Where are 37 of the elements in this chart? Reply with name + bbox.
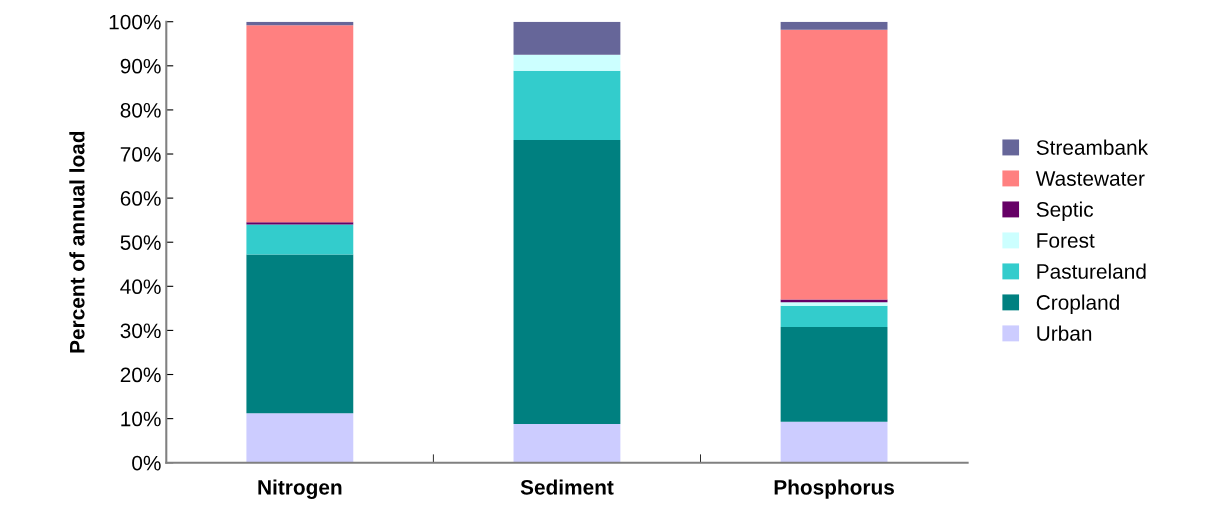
- bar: [513, 139, 621, 424]
- y-tick-label: 20%: [120, 367, 161, 383]
- y-tick-label: 40%: [120, 279, 161, 295]
- bar: [246, 222, 354, 225]
- bar: [780, 305, 888, 327]
- x-tick-label: Nitrogen: [258, 479, 342, 499]
- x-tick-label: Phosphorus: [774, 479, 894, 499]
- y-tick-label: 50%: [120, 235, 161, 250]
- bar: [246, 25, 354, 223]
- bar: [513, 21, 621, 55]
- legend-label: Pastureland: [1037, 263, 1146, 279]
- bar: [513, 54, 621, 71]
- y-tick-label: 10%: [121, 411, 161, 427]
- y-tick-label: 0%: [132, 455, 161, 471]
- x-tick-label: Sediment: [520, 479, 614, 495]
- bar: [246, 413, 354, 463]
- bar: [780, 421, 888, 463]
- legend-label: Urban: [1037, 325, 1092, 341]
- legend-label: Streambank: [1036, 139, 1149, 155]
- y-tick-label: 60%: [120, 191, 161, 206]
- bar: [780, 21, 888, 30]
- bar: [513, 423, 621, 463]
- legend-label: Septic: [1036, 201, 1094, 221]
- y-tick-label: 70%: [120, 147, 161, 162]
- bar: [513, 70, 621, 140]
- legend-label: Forest: [1037, 233, 1095, 248]
- y-axis-title: Percent of annual load: [69, 131, 85, 353]
- y-tick-label: 30%: [120, 323, 161, 339]
- y-tick-label: 90%: [120, 58, 161, 74]
- y-tick-label: 80%: [120, 102, 161, 118]
- bar: [780, 29, 888, 300]
- bar: [780, 326, 888, 422]
- y-tick-label: 100%: [109, 14, 161, 30]
- bar: [246, 224, 354, 255]
- legend-label: Wastewater: [1035, 171, 1145, 186]
- legend-label: Cropland: [1036, 294, 1119, 314]
- bar: [246, 254, 354, 414]
